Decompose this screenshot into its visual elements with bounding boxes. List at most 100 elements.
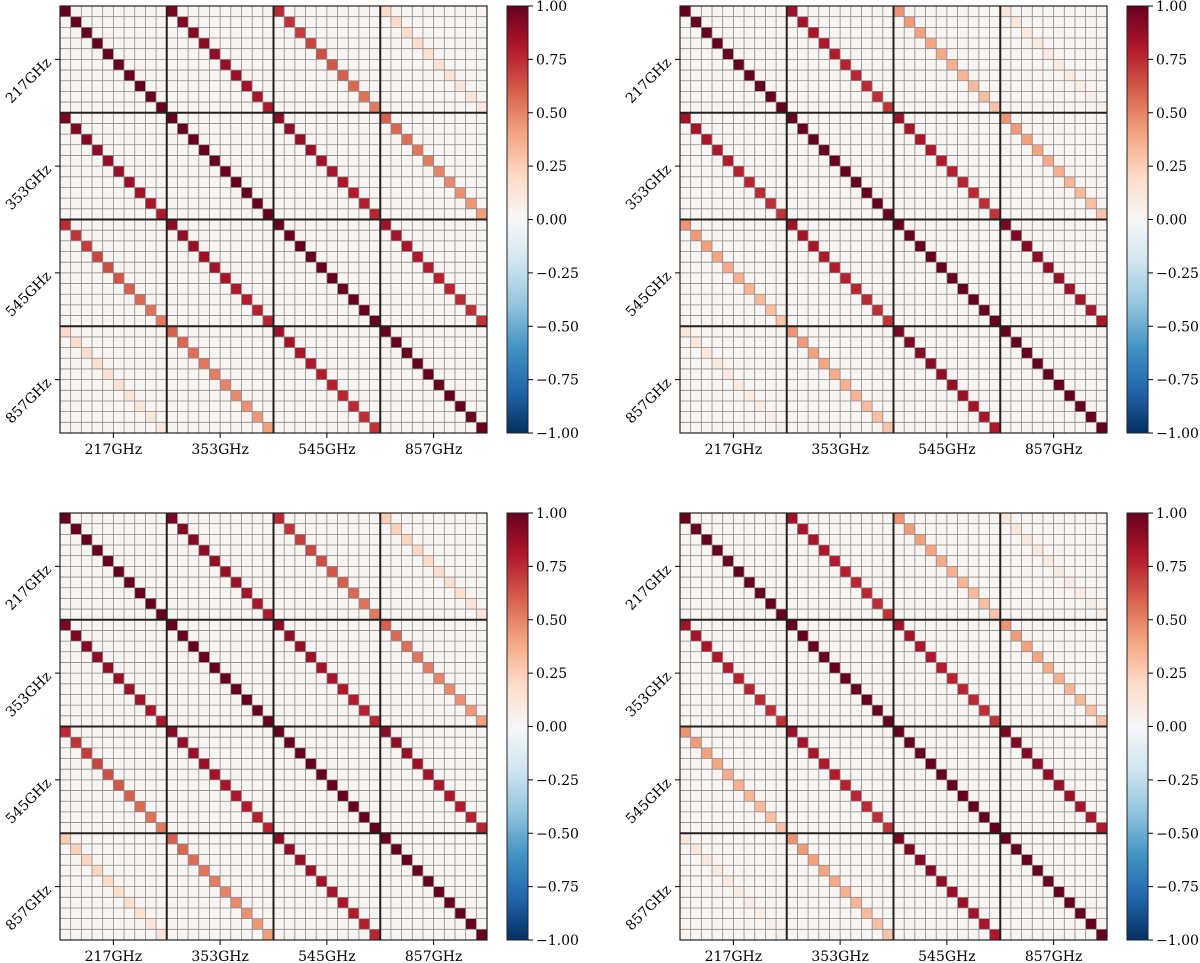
- heatmap-cell: [390, 726, 402, 738]
- heatmap-cell: [765, 379, 777, 391]
- heatmap-cell: [337, 651, 349, 663]
- heatmap-cell: [273, 315, 285, 327]
- heatmap-cell: [712, 48, 723, 60]
- heatmap-cell: [230, 833, 242, 845]
- heatmap-cell: [198, 379, 210, 391]
- heatmap-cell: [358, 555, 370, 567]
- heatmap-cell: [102, 134, 114, 146]
- heatmap-cell: [326, 865, 338, 877]
- heatmap-cell: [198, 240, 210, 252]
- heatmap-cell: [70, 80, 82, 92]
- heatmap-cell: [914, 219, 926, 231]
- heatmap-cell: [294, 545, 306, 556]
- heatmap-cell: [722, 400, 734, 412]
- heatmap-cell: [422, 251, 434, 263]
- heatmap-cell: [316, 609, 328, 621]
- heatmap-cell: [252, 651, 264, 663]
- heatmap-cell: [1021, 38, 1033, 50]
- heatmap-cell: [765, 347, 777, 359]
- heatmap-cell: [273, 758, 285, 770]
- heatmap-cell: [198, 368, 210, 380]
- heatmap-cell: [797, 283, 809, 295]
- heatmap-cell: [722, 272, 734, 284]
- heatmap-cell: [337, 790, 349, 802]
- heatmap-cell: [1032, 6, 1044, 17]
- heatmap-cell: [348, 102, 360, 114]
- heatmap-cell: [401, 70, 413, 82]
- heatmap-cell: [422, 577, 434, 589]
- heatmap-cell: [230, 390, 242, 402]
- heatmap-cell: [209, 208, 221, 220]
- heatmap-cell: [102, 833, 114, 845]
- heatmap-cell: [893, 48, 905, 60]
- heatmap-cell: [241, 315, 253, 327]
- heatmap-cell: [198, 336, 210, 348]
- heatmap-cell: [797, 16, 809, 28]
- heatmap-cell: [92, 155, 104, 167]
- heatmap-cell: [465, 230, 477, 242]
- heatmap-cell: [102, 112, 114, 124]
- heatmap-cell: [316, 70, 328, 82]
- heatmap-cell: [284, 240, 296, 252]
- heatmap-cell: [294, 27, 306, 39]
- heatmap-cell: [1053, 368, 1065, 380]
- heatmap-cell: [188, 513, 200, 524]
- heatmap-cell: [422, 16, 434, 28]
- heatmap-cell: [305, 38, 317, 50]
- heatmap-cell: [145, 336, 157, 348]
- heatmap-cell: [925, 294, 937, 306]
- heatmap-cell: [294, 390, 306, 402]
- heatmap-cell: [1032, 272, 1044, 284]
- heatmap-cell: [786, 251, 798, 263]
- heatmap-cell: [284, 6, 296, 17]
- heatmap-cell: [422, 694, 434, 706]
- heatmap-cell: [262, 566, 274, 578]
- heatmap-cell: [252, 822, 264, 834]
- heatmap-cell: [936, 347, 948, 359]
- heatmap-cell: [316, 422, 328, 434]
- heatmap-cell: [92, 230, 104, 242]
- heatmap-cell: [60, 251, 71, 263]
- heatmap-cell: [968, 347, 980, 359]
- heatmap-cell: [733, 251, 745, 263]
- heatmap-cell: [198, 577, 210, 589]
- heatmap-cell: [1000, 38, 1012, 50]
- heatmap-cell: [422, 283, 434, 295]
- heatmap-cell: [433, 91, 445, 103]
- heatmap-cell: [273, 198, 285, 210]
- heatmap-cell: [433, 801, 445, 813]
- heatmap-cell: [680, 219, 691, 231]
- heatmap-cell: [690, 219, 702, 231]
- heatmap-cell: [765, 6, 777, 17]
- heatmap-cell: [113, 219, 125, 231]
- heatmap-cell: [70, 16, 82, 28]
- heatmap-cell: [390, 379, 402, 391]
- heatmap-cell: [380, 801, 392, 813]
- heatmap-cell: [316, 304, 328, 316]
- heatmap-cell: [680, 38, 691, 50]
- heatmap-cell: [326, 662, 338, 674]
- heatmap-cell: [797, 70, 809, 82]
- heatmap-cell: [412, 411, 424, 423]
- heatmap-cell: [209, 662, 221, 674]
- heatmap-cell: [433, 400, 445, 412]
- heatmap-cell: [241, 240, 253, 252]
- heatmap-cell: [273, 251, 285, 263]
- heatmap-cell: [102, 513, 114, 524]
- heatmap-cell: [209, 166, 221, 178]
- heatmap-cell: [252, 811, 264, 823]
- heatmap-cell: [872, 187, 884, 199]
- heatmap-cell: [262, 545, 274, 556]
- colorbar-tick-label: −1.00: [1156, 426, 1199, 442]
- heatmap-cell: [273, 897, 285, 909]
- heatmap-cell: [893, 390, 905, 402]
- heatmap-cell: [872, 123, 884, 135]
- heatmap-cell: [893, 166, 905, 178]
- heatmap-cell: [316, 854, 328, 866]
- heatmap-cell: [776, 251, 788, 263]
- heatmap-cell: [262, 523, 274, 535]
- heatmap-cell: [465, 705, 477, 717]
- heatmap-cell: [968, 230, 980, 242]
- heatmap-cell: [124, 769, 136, 781]
- heatmap-cell: [946, 304, 958, 316]
